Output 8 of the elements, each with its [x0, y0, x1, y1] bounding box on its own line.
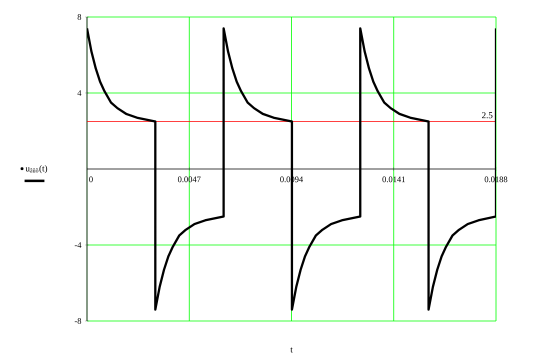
x-axis-title: t	[290, 347, 293, 352]
y-tick-label: -4	[74, 242, 82, 248]
ref-line-label: 2.5	[482, 112, 492, 118]
y-tick-label: 4	[77, 90, 82, 96]
y-tick-label: -8	[74, 318, 82, 324]
legend-label: u$_{âûõ}$(t)	[26, 165, 48, 174]
x-tick-label: 0	[89, 176, 93, 182]
y-tick-label: 8	[78, 14, 82, 20]
